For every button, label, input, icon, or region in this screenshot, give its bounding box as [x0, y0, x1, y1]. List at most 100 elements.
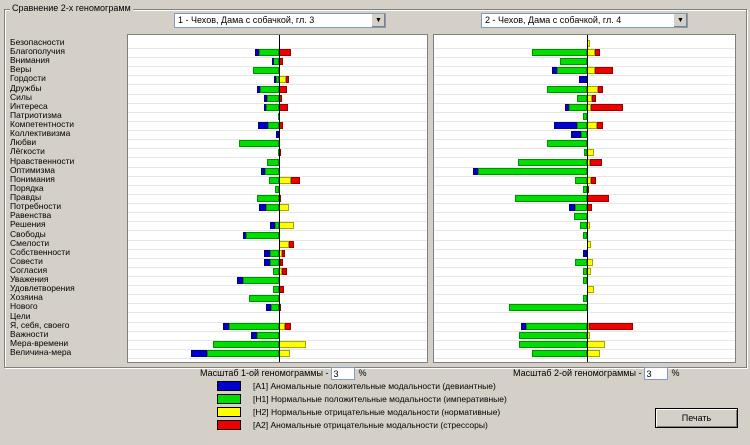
grid-line: [128, 339, 427, 341]
grid-line: [434, 148, 735, 150]
category-label: Компетентности: [10, 119, 74, 130]
bar-a1: [274, 76, 276, 84]
bar-h2: [279, 176, 291, 184]
bar-a2: [286, 76, 289, 84]
grid-line: [128, 130, 427, 132]
scale-2: Масштаб 2-ой геномограммы -%: [513, 367, 679, 380]
bar-a2: [595, 49, 600, 57]
grid-line: [434, 303, 735, 305]
bar-a2: [280, 258, 283, 266]
legend: [A1] Аномальные положительные модальност…: [217, 380, 507, 432]
bar-h1: [267, 158, 279, 166]
bar-h1: [275, 222, 279, 230]
grid-line: [128, 57, 427, 59]
bar-h2: [587, 49, 595, 57]
category-label: Важности: [10, 328, 49, 339]
bar-h1: [580, 222, 587, 230]
bar-a1: [264, 258, 270, 266]
bar-h1: [532, 350, 587, 358]
grid-line: [434, 120, 735, 122]
category-label: Безопасности: [10, 37, 65, 47]
grid-line: [128, 266, 427, 268]
bar-h1: [560, 58, 587, 66]
category-label: Цели: [10, 310, 31, 321]
bar-h1: [246, 231, 279, 239]
chevron-down-icon[interactable]: ▼: [673, 14, 687, 27]
scale-1-percent: %: [358, 367, 367, 378]
category-label: Порядка: [10, 182, 44, 193]
category-label: Мера-времени: [10, 337, 69, 348]
grid-line: [434, 175, 735, 177]
bar-h1: [583, 231, 587, 239]
bar-a1: [270, 222, 275, 230]
bar-a2: [289, 240, 294, 248]
category-label: Нового: [10, 301, 38, 312]
category-label: Веры: [10, 64, 32, 75]
legend-swatch: [217, 381, 241, 391]
grid-line: [128, 157, 427, 159]
bar-a1: [257, 85, 260, 93]
bar-a1: [554, 122, 577, 130]
grid-line: [128, 312, 427, 314]
category-label: Уважения: [10, 274, 49, 285]
category-label: Любви: [10, 137, 37, 148]
legend-text: [H2] Нормальные отрицательные модальност…: [253, 407, 501, 417]
grid-line: [434, 139, 735, 141]
scale-1: Масштаб 1-ой геномограммы -%: [200, 367, 366, 380]
bar-h1: [243, 277, 279, 285]
category-label: Равенства: [10, 210, 52, 221]
grid-line: [128, 294, 427, 296]
grid-line: [128, 139, 427, 141]
grid-line: [128, 285, 427, 287]
genomogram-1-select[interactable]: 1 - Чехов, Дама с собачкой, гл. 3 ▼: [174, 13, 386, 28]
bar-a1: [569, 204, 575, 212]
category-label: Решения: [10, 219, 46, 230]
bar-h1: [574, 213, 587, 221]
bar-a2: [597, 122, 603, 130]
grid-line: [128, 276, 427, 277]
bar-a2: [279, 85, 287, 93]
genomogram-2-select[interactable]: 2 - Чехов, Дама с собачкой, гл. 4 ▼: [481, 13, 688, 28]
category-labels: Безопасности Благополучия Внимания Веры Горд…: [10, 34, 128, 363]
bar-a2: [591, 103, 623, 111]
scale-2-input[interactable]: [644, 367, 669, 380]
grid-line: [434, 221, 735, 223]
bar-h1: [526, 322, 587, 330]
category-label: Лёгкости: [10, 146, 45, 157]
bar-h2: [587, 85, 598, 93]
grid-line: [128, 221, 427, 223]
bar-h1: [257, 331, 279, 339]
grid-line: [434, 203, 735, 205]
bar-h1: [584, 149, 587, 157]
scale-1-input[interactable]: [331, 367, 356, 380]
bar-h2: [279, 340, 306, 348]
grid-line: [434, 339, 735, 341]
grid-line: [434, 184, 735, 186]
bar-a1: [251, 331, 257, 339]
bar-h1: [267, 94, 279, 102]
bar-h2: [587, 149, 594, 157]
bar-h1: [269, 176, 279, 184]
grid-line: [128, 348, 427, 350]
grid-line: [128, 230, 427, 232]
grid-line: [128, 358, 427, 360]
legend-swatch: [217, 407, 241, 417]
legend-swatch: [217, 420, 241, 430]
bar-a2: [285, 322, 291, 330]
bar-h2: [587, 350, 600, 358]
print-button[interactable]: Печать: [655, 408, 738, 428]
bar-h1: [577, 94, 587, 102]
legend-item: [A1] Аномальные положительные модальност…: [217, 380, 504, 393]
chevron-down-icon[interactable]: ▼: [371, 14, 385, 27]
grid-line: [434, 294, 735, 296]
grid-line: [128, 75, 427, 77]
bar-a1: [473, 167, 478, 175]
category-label: Коллективизма: [10, 128, 71, 139]
bar-h2: [279, 222, 294, 230]
grid-line: [434, 330, 735, 332]
grid-line: [128, 184, 427, 186]
bar-a1: [272, 58, 274, 66]
bar-h1: [229, 322, 279, 330]
bar-h1: [273, 286, 279, 294]
bar-h1: [547, 85, 587, 93]
